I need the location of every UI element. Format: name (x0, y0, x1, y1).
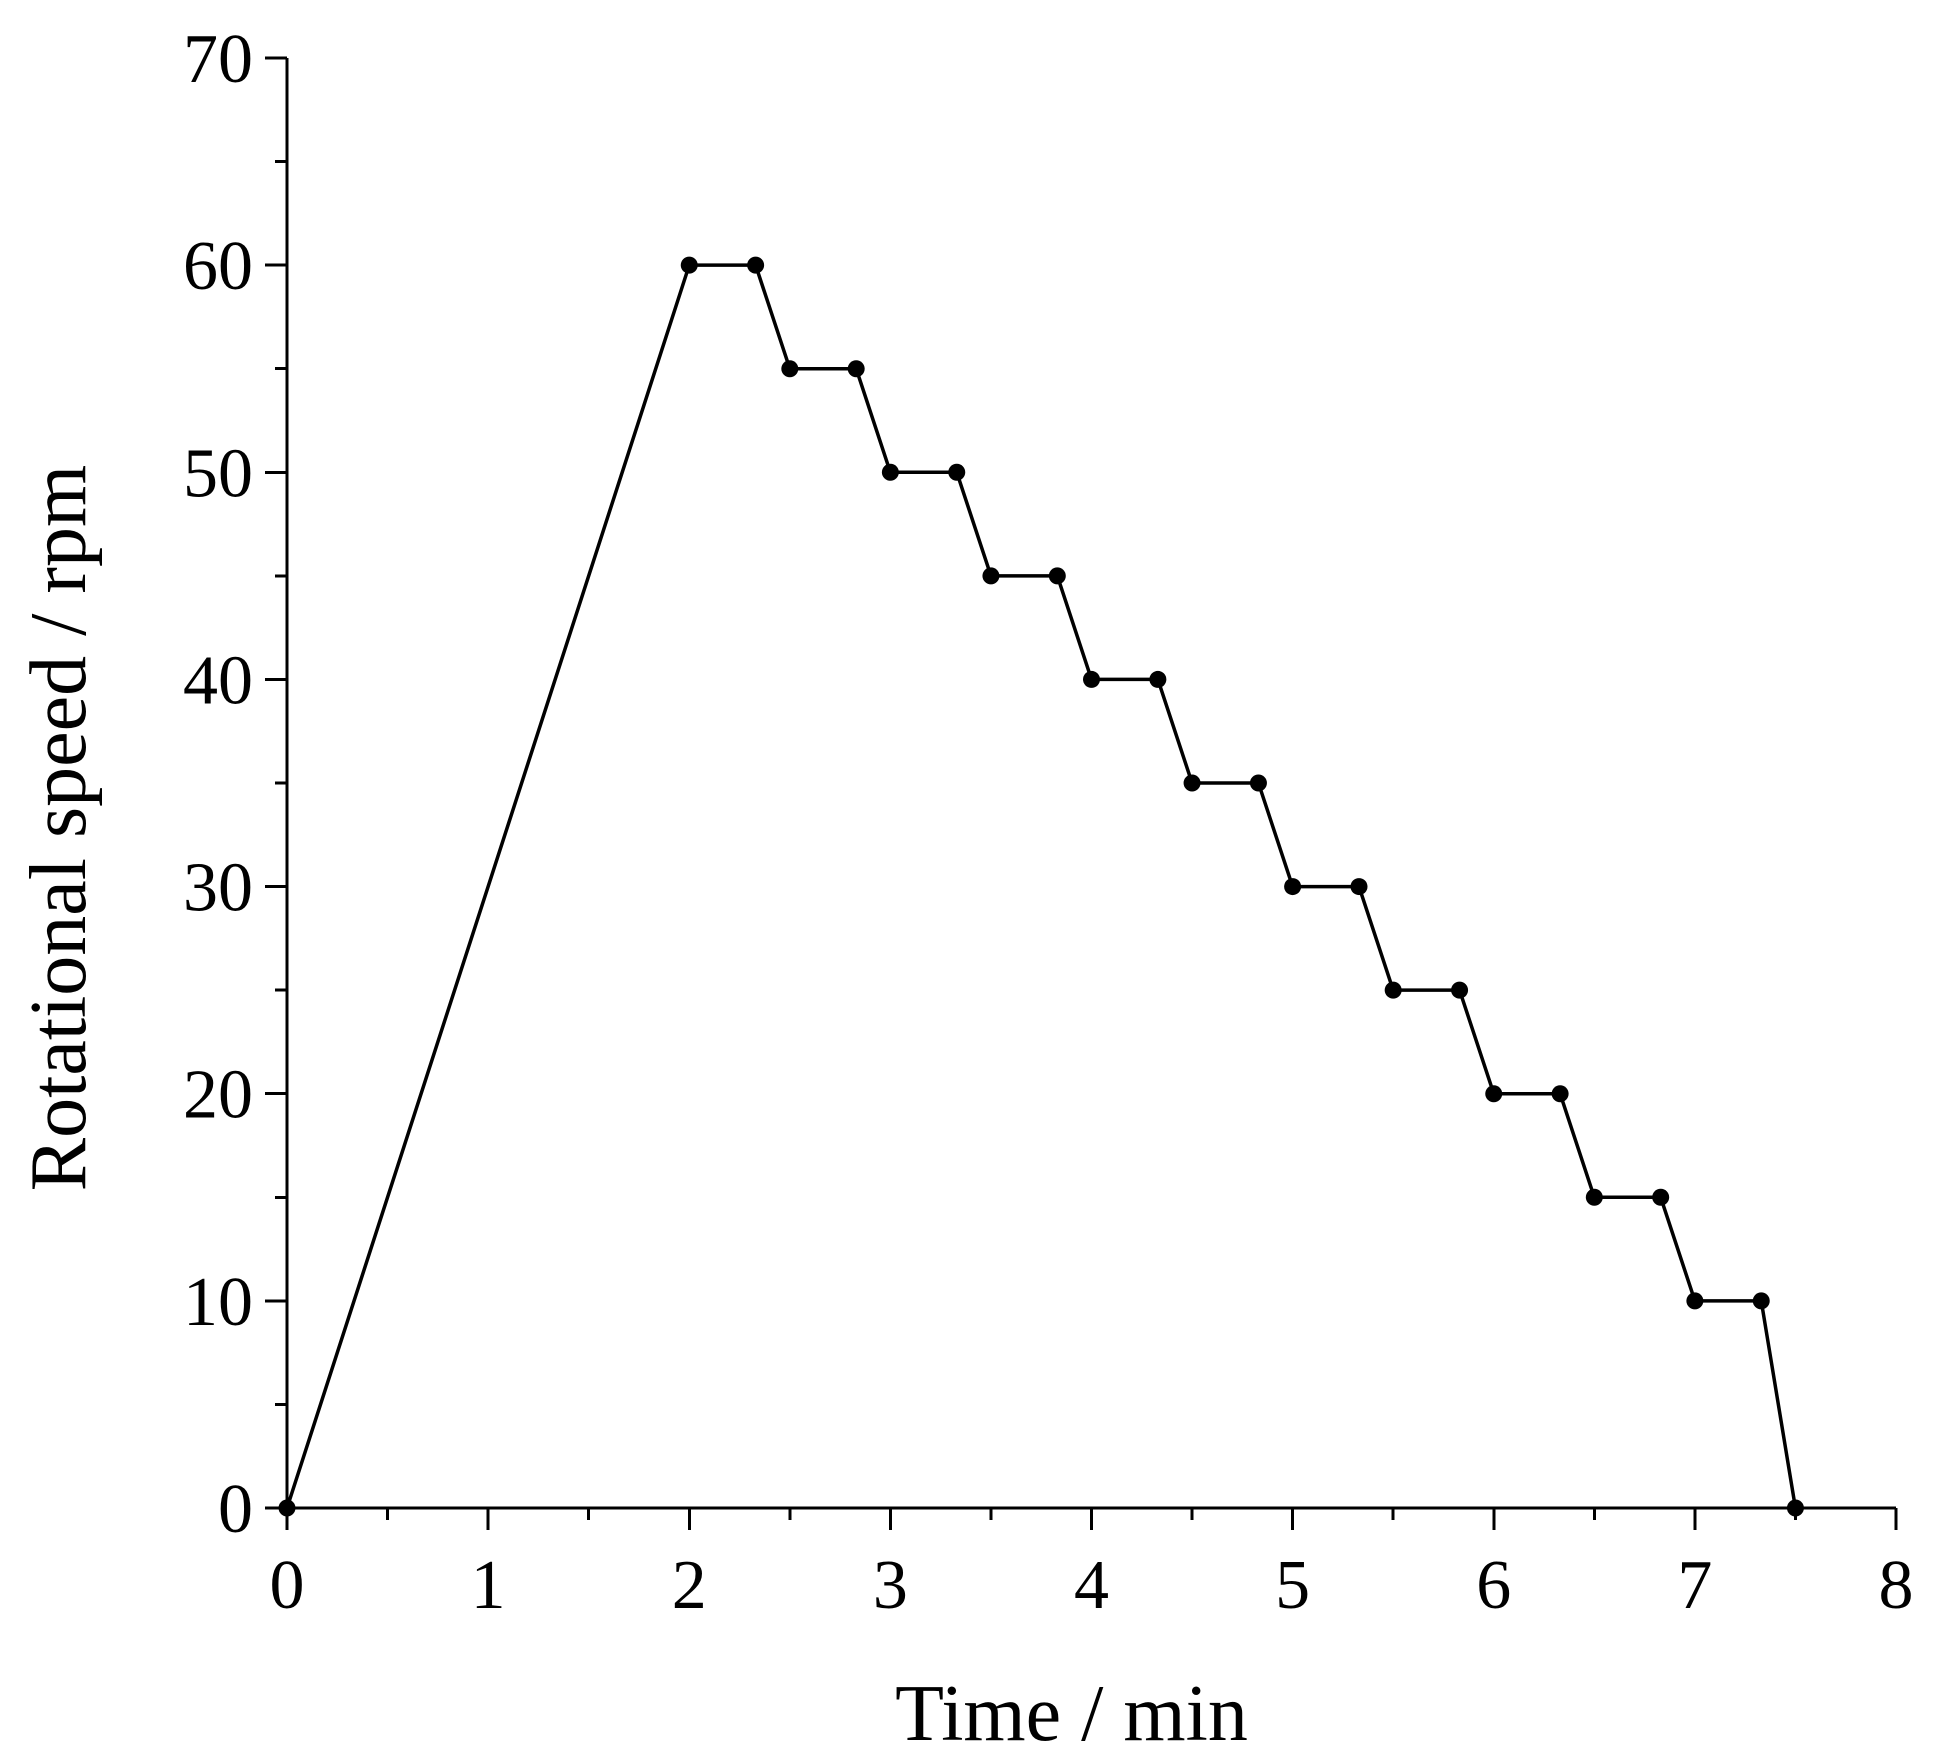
y-tick-label: 0 (218, 1471, 253, 1548)
data-point (1786, 1499, 1804, 1517)
data-point (680, 256, 698, 274)
data-point (1284, 878, 1302, 896)
x-tick-label: 5 (1275, 1547, 1310, 1624)
y-tick-label: 10 (183, 1264, 253, 1341)
data-point (1149, 670, 1167, 688)
tick-marks (265, 56, 1898, 1530)
data-point (982, 567, 1000, 585)
y-axis-label: Rotational speed / rpm (15, 465, 103, 1192)
x-tick-label: 6 (1476, 1547, 1511, 1624)
data-point (1585, 1188, 1603, 1206)
data-point (1652, 1188, 1670, 1206)
data-point (1485, 1085, 1503, 1103)
x-tick-label: 2 (672, 1547, 707, 1624)
y-tick-label: 20 (183, 1057, 253, 1134)
data-point (1686, 1292, 1704, 1310)
data-point (1249, 774, 1267, 792)
data-point (1350, 878, 1368, 896)
x-tick-label: 3 (873, 1547, 908, 1624)
x-tick-label: 8 (1879, 1547, 1914, 1624)
y-tick-label: 40 (183, 642, 253, 719)
data-point (1048, 567, 1066, 585)
data-point (747, 256, 765, 274)
data-point (881, 463, 899, 481)
data-point (278, 1499, 296, 1517)
data-point (1384, 981, 1402, 999)
x-axis-label: Time / min (895, 1670, 1248, 1758)
y-tick-label: 70 (183, 21, 253, 98)
data-point (781, 360, 799, 378)
x-tick-label: 4 (1074, 1547, 1109, 1624)
x-tick-label: 1 (471, 1547, 506, 1624)
y-tick-label: 30 (183, 850, 253, 927)
data-point (1752, 1292, 1770, 1310)
x-tick-label: 0 (270, 1547, 305, 1624)
axes (285, 58, 1896, 1510)
series-group (278, 256, 1804, 1517)
data-point (948, 463, 966, 481)
data-point (1451, 981, 1469, 999)
series-line (285, 263, 1798, 1509)
y-tick-label: 60 (183, 228, 253, 305)
y-tick-label: 50 (183, 435, 253, 512)
data-point (1083, 670, 1100, 688)
data-point (1551, 1085, 1569, 1103)
x-tick-label: 7 (1677, 1547, 1712, 1624)
data-point (1183, 774, 1201, 792)
tick-labels: 0 1 2 3 4 5 6 7 8 0 10 20 30 40 50 60 70 (183, 21, 1914, 1624)
data-point (847, 360, 865, 378)
